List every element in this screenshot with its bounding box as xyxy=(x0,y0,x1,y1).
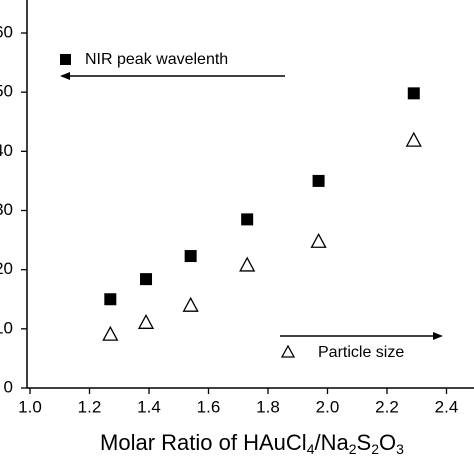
x-tick-label: 1.4 xyxy=(137,397,161,416)
x-label-part: /Na xyxy=(314,430,349,455)
y-tick-label: 40 xyxy=(0,141,13,160)
point xyxy=(184,250,197,263)
legend-marker xyxy=(280,344,296,358)
x-label-part: 4 xyxy=(307,441,315,457)
point xyxy=(239,256,256,272)
x-label-part: 2 xyxy=(349,441,357,457)
point xyxy=(137,313,155,329)
y-tick-label: 60 xyxy=(0,22,13,41)
point xyxy=(312,174,325,187)
legend-label: NIR peak wavelenth xyxy=(85,51,228,68)
y-tick-label: 50 xyxy=(0,82,13,101)
point xyxy=(241,213,254,226)
y-tick-label: 20 xyxy=(0,259,13,278)
point xyxy=(140,273,153,286)
x-tick-label: 2.2 xyxy=(375,397,399,416)
legend-label: Particle size xyxy=(318,344,404,361)
point xyxy=(104,293,117,306)
x-axis-label: Molar Ratio of HAuCl4/Na2S2O3 xyxy=(100,430,404,457)
x-tick-label: 1.2 xyxy=(78,397,102,416)
x-tick-label: 1.0 xyxy=(18,397,42,416)
x-label-part: O xyxy=(379,430,396,455)
point xyxy=(405,131,422,147)
arrowhead xyxy=(433,332,443,340)
x-tick-label: 1.8 xyxy=(256,397,280,416)
y-tick-label: 10 xyxy=(0,318,13,337)
legend-marker xyxy=(60,54,71,65)
point xyxy=(310,232,327,248)
x-tick-label: 2.0 xyxy=(316,397,340,416)
x-label-part: Molar Ratio of HAuCl xyxy=(100,430,307,455)
y-tick-label: 30 xyxy=(0,200,13,219)
x-label-part: 2 xyxy=(371,441,379,457)
point xyxy=(182,296,199,312)
x-label-part: S xyxy=(357,430,372,455)
x-label-part: 3 xyxy=(396,441,404,457)
arrowhead xyxy=(60,72,70,80)
point xyxy=(102,325,119,341)
point xyxy=(407,87,420,100)
x-tick-label: 2.4 xyxy=(435,397,459,416)
y-tick-label: 0 xyxy=(4,377,13,396)
x-tick-label: 1.6 xyxy=(197,397,221,416)
